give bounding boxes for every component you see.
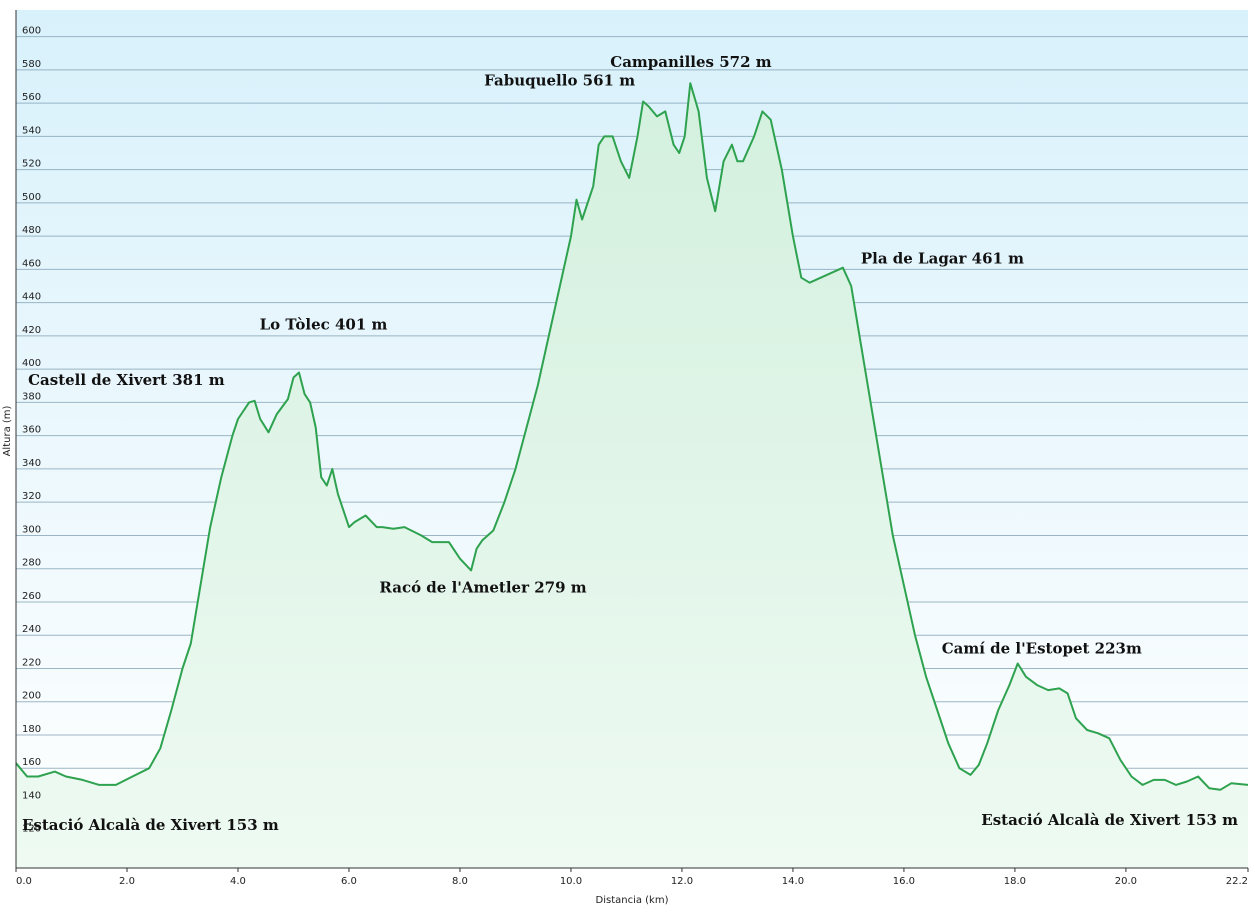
x-tick-label: 6.0	[341, 876, 357, 887]
x-tick-label: 12.0	[671, 876, 693, 887]
y-tick-label: 200	[22, 691, 41, 702]
y-tick-label: 560	[22, 92, 41, 103]
y-tick-label: 400	[22, 358, 41, 369]
peak-annotation: Camí de l'Estopet 223m	[942, 639, 1142, 657]
y-tick-label: 500	[22, 192, 41, 203]
y-tick-label: 360	[22, 425, 41, 436]
elevation-area	[16, 83, 1248, 868]
peak-annotation: Racó de l'Ametler 279 m	[379, 578, 586, 596]
axes	[15, 10, 1248, 869]
peak-annotation: Pla de Lagar 461 m	[861, 250, 1024, 268]
y-tick-label: 440	[22, 292, 41, 303]
x-tick-label: 0.0	[16, 876, 32, 887]
y-tick-label: 320	[22, 491, 41, 502]
y-tick-label: 300	[22, 524, 41, 535]
x-axis-ticks: 0.0 2.0 4.0 6.0 8.0 10.0 12.0 14.0 16.0 18.0 20.0 2…	[15, 868, 1249, 887]
peak-annotation: Castell de Xivert 381 m	[28, 371, 225, 389]
y-tick-label: 160	[22, 757, 41, 768]
y-tick-label: 520	[22, 159, 41, 170]
y-tick-label: 120	[22, 824, 41, 835]
x-tick-label: 8.0	[452, 876, 468, 887]
y-tick-label: 480	[22, 225, 41, 236]
elevation-line	[15, 82, 1249, 791]
x-tick-label: 14.0	[782, 876, 804, 887]
peak-annotation: Campanilles 572 m	[610, 53, 771, 71]
peak-annotations: Estació Alcalà de Xivert 153 m Castell de…	[22, 53, 1238, 834]
peak-annotation: Estació Alcalà de Xivert 153 m	[981, 811, 1238, 829]
y-tick-label: 580	[22, 59, 41, 70]
x-tick-label: 4.0	[230, 876, 246, 887]
x-tick-label: 10.0	[560, 876, 582, 887]
y-tick-label: 600	[22, 26, 41, 37]
y-tick-label: 420	[22, 325, 41, 336]
x-tick-label: 16.0	[893, 876, 915, 887]
y-tick-label: 280	[22, 558, 41, 569]
x-tick-label: 18.0	[1004, 876, 1026, 887]
y-axis-ticks: 120 140 160 180 200 220 240 260 280 300 320 340 360 3…	[22, 26, 41, 835]
x-axis-label: Distancia (km)	[596, 895, 669, 906]
y-tick-label: 240	[22, 624, 41, 635]
peak-annotation: Fabuquello 561 m	[484, 71, 635, 89]
y-tick-label: 140	[22, 790, 41, 801]
y-tick-label: 180	[22, 724, 41, 735]
peak-annotation: Estació Alcalà de Xivert 153 m	[22, 816, 279, 834]
y-tick-label: 340	[22, 458, 41, 469]
y-tick-label: 460	[22, 258, 41, 269]
y-tick-label: 220	[22, 657, 41, 668]
y-tick-label: 540	[22, 125, 41, 136]
x-tick-label: 22.2	[1226, 876, 1248, 887]
y-tick-label: 380	[22, 391, 41, 402]
y-tick-label: 260	[22, 591, 41, 602]
y-axis-label: Altura (m)	[2, 405, 13, 456]
x-tick-label: 2.0	[119, 876, 135, 887]
x-tick-label: 20.0	[1115, 876, 1137, 887]
peak-annotation: Lo Tòlec 401 m	[260, 316, 388, 334]
